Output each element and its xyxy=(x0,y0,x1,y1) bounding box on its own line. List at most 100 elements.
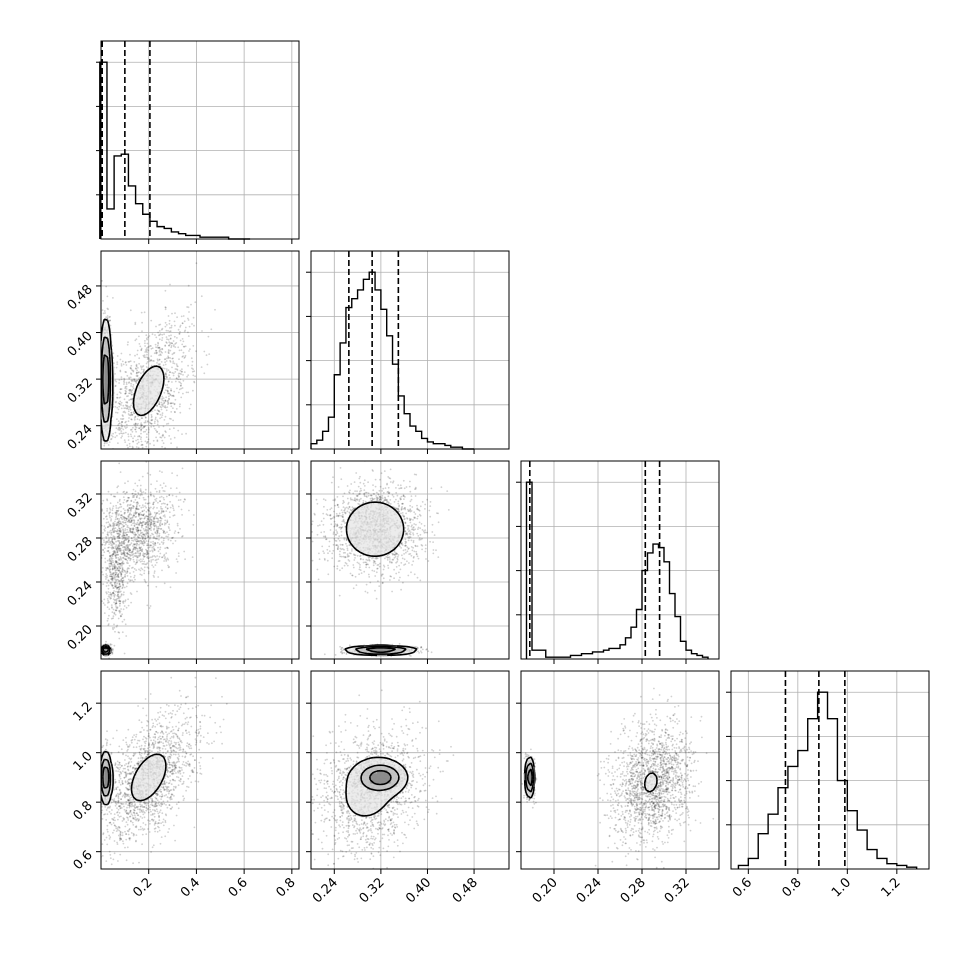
sample-point xyxy=(173,514,176,517)
sample-point xyxy=(193,381,196,384)
sample-point xyxy=(123,512,126,514)
sample-point xyxy=(149,345,152,347)
sample-point xyxy=(154,544,157,546)
sample-point xyxy=(104,561,107,564)
sample-point xyxy=(131,379,134,382)
sample-point xyxy=(130,411,133,414)
sample-point xyxy=(133,552,135,555)
sample-point xyxy=(192,368,195,371)
sample-point xyxy=(146,531,148,534)
sample-point xyxy=(343,538,346,541)
sample-point xyxy=(99,346,101,348)
sample-point xyxy=(164,351,167,353)
sample-point xyxy=(148,518,151,521)
sample-point xyxy=(143,356,146,358)
sample-point xyxy=(352,564,355,566)
sample-point xyxy=(114,554,116,557)
sample-point xyxy=(137,540,140,543)
sample-point xyxy=(135,505,138,507)
sample-point xyxy=(110,581,112,584)
sample-point xyxy=(109,555,112,558)
sample-point xyxy=(149,442,152,445)
sample-point xyxy=(142,533,145,536)
sample-point xyxy=(184,354,187,357)
sample-point xyxy=(176,387,178,390)
sample-point xyxy=(146,532,149,534)
sample-point xyxy=(148,560,151,563)
sample-point xyxy=(168,322,171,325)
sample-point xyxy=(153,572,156,574)
sample-point xyxy=(135,372,138,375)
sample-point xyxy=(165,336,168,338)
sample-point xyxy=(178,332,181,335)
sample-point xyxy=(134,540,137,542)
sample-point xyxy=(110,437,113,440)
sample-point xyxy=(141,540,144,543)
sample-point xyxy=(174,380,177,383)
sample-point xyxy=(155,585,158,588)
sample-point xyxy=(101,537,104,540)
sample-point xyxy=(99,563,101,565)
sample-point xyxy=(173,427,175,430)
sample-point xyxy=(101,509,104,512)
sample-point xyxy=(124,554,126,557)
sample-point xyxy=(135,439,138,442)
sample-point xyxy=(138,377,141,379)
sample-point xyxy=(111,525,114,527)
sample-point xyxy=(110,575,113,578)
sample-point xyxy=(119,600,121,603)
sample-point xyxy=(119,369,122,372)
sample-point xyxy=(124,555,127,558)
sample-point xyxy=(108,552,111,554)
sample-point xyxy=(116,593,119,596)
sample-point xyxy=(111,528,114,530)
sample-point xyxy=(120,549,122,551)
sample-point xyxy=(142,536,145,538)
sample-point xyxy=(135,382,138,384)
sample-point xyxy=(161,337,164,339)
sample-point xyxy=(140,424,143,426)
sample-point xyxy=(118,519,120,522)
sample-point xyxy=(131,451,133,453)
sample-point xyxy=(122,415,124,417)
sample-point xyxy=(158,358,161,361)
sample-point xyxy=(117,427,120,430)
sample-point xyxy=(181,368,183,371)
sample-point xyxy=(117,586,119,589)
sample-point xyxy=(121,568,124,571)
sample-point xyxy=(143,529,146,532)
sample-point xyxy=(130,558,132,560)
sample-point xyxy=(154,559,157,562)
sample-point xyxy=(399,498,402,501)
y-tick-label: 0.24 xyxy=(65,422,96,453)
sample-point xyxy=(129,405,131,408)
sample-point xyxy=(108,601,110,604)
sample-point xyxy=(127,510,130,512)
sample-point xyxy=(340,527,343,529)
sample-point xyxy=(111,611,114,614)
sample-point xyxy=(173,509,175,512)
sample-point xyxy=(139,573,142,576)
sample-point xyxy=(159,523,161,525)
sample-point xyxy=(130,364,133,367)
sample-point xyxy=(122,584,125,587)
sample-point xyxy=(101,309,104,311)
sample-point xyxy=(118,587,121,589)
sample-point xyxy=(112,495,115,498)
sample-point xyxy=(160,406,163,409)
sample-point xyxy=(170,334,172,337)
sample-point xyxy=(146,515,148,518)
sample-point xyxy=(140,311,143,314)
sample-point xyxy=(122,491,125,494)
sample-point xyxy=(129,509,132,511)
sample-point xyxy=(370,499,372,502)
sample-point xyxy=(123,553,126,555)
sample-point xyxy=(125,533,128,536)
sample-point xyxy=(128,377,131,380)
sample-point xyxy=(146,421,149,423)
sample-point xyxy=(146,529,149,532)
sample-point xyxy=(120,544,123,547)
sample-point xyxy=(159,521,162,524)
sample-point xyxy=(130,411,133,414)
sample-point xyxy=(152,545,155,548)
